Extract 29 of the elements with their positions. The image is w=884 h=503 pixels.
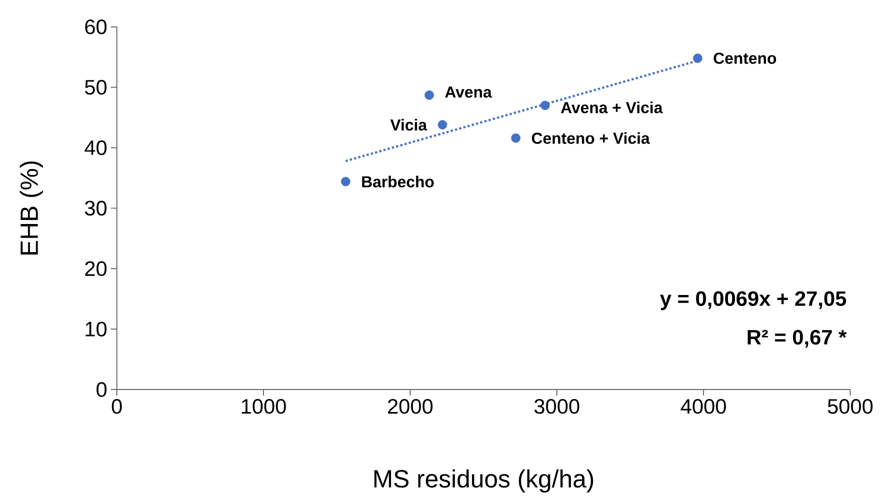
y-axis-title: EHB (%) [20, 162, 43, 255]
point [511, 133, 520, 143]
point [540, 100, 550, 110]
annotation: Avena [445, 86, 492, 98]
annotation: Barbecho [362, 176, 434, 188]
annotation: Centeno [714, 52, 776, 64]
annotation: Avena + Vicia [560, 102, 663, 114]
x-tick-label: 4000 [680, 399, 726, 414]
y-tick-label: 30 [84, 200, 107, 216]
y-tick-label: 60 [85, 20, 107, 34]
x-tick-label: 2000 [388, 399, 433, 414]
y-tick-label: 50 [84, 80, 107, 95]
annotation: R² = 0,67 * [748, 330, 847, 348]
point [693, 54, 702, 64]
point [340, 176, 350, 186]
point [424, 90, 434, 100]
y-tick-label: 10 [86, 322, 107, 337]
point [438, 120, 448, 130]
x-tick-label: 0 [112, 399, 122, 414]
annotation: y = 0,0069x + 27,05 [660, 291, 846, 310]
x-axis-title: MS residuos (kg/ha) [374, 469, 594, 493]
annotation: Vicia [390, 119, 428, 131]
y-tick-label: 40 [84, 140, 107, 156]
annotation: Centeno + Vicia [532, 132, 650, 144]
x-tick-label: 1000 [242, 399, 286, 414]
x-tick-label: 5000 [828, 399, 873, 414]
y-tick-label: 0 [96, 382, 107, 398]
x-tick-label: 3000 [534, 399, 580, 414]
y-tick-label: 20 [85, 261, 107, 276]
